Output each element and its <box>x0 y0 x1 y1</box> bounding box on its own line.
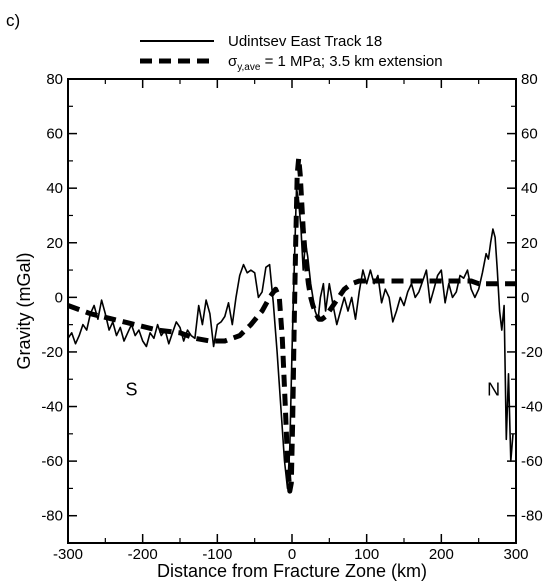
y-tick-label-right: -20 <box>521 344 543 361</box>
x-tick-label: 200 <box>429 546 454 563</box>
y-tick-label-right: -80 <box>521 508 543 525</box>
x-tick-label: 100 <box>354 546 379 563</box>
y-axis-title: Gravity (mGal) <box>14 253 34 370</box>
y-tick-label-right: -40 <box>521 399 543 416</box>
legend-label-solid: Udintsev East Track 18 <box>228 33 382 50</box>
panel-label: c) <box>6 11 20 30</box>
axis-tick-labels: -300 -200 -100 0 100 200 300-80-60-40-20020406… <box>41 71 542 563</box>
y-tick-label-left: 60 <box>46 126 63 143</box>
y-tick-label-right: 20 <box>521 235 538 252</box>
x-tick-label: 0 <box>288 546 296 563</box>
model-series-line <box>67 155 516 494</box>
annotation-label: N <box>487 380 500 400</box>
annotation-label: S <box>125 380 137 400</box>
series-layer <box>67 155 516 494</box>
y-tick-label-left: -60 <box>41 453 63 470</box>
y-tick-label-right: 80 <box>521 71 538 88</box>
y-tick-label-right: 40 <box>521 180 538 197</box>
y-tick-label-right: 0 <box>521 289 529 306</box>
x-tick-label: -200 <box>128 546 158 563</box>
axis-ticks <box>67 78 517 543</box>
legend-label-dashed: σy,ave = 1 MPa; 3.5 km extension <box>228 53 443 73</box>
y-tick-label-left: 40 <box>46 180 63 197</box>
x-tick-label: -100 <box>202 546 232 563</box>
y-tick-label-left: 20 <box>46 235 63 252</box>
y-tick-label-left: -40 <box>41 399 63 416</box>
y-tick-label-right: 60 <box>521 126 538 143</box>
y-tick-label-right: -60 <box>521 453 543 470</box>
x-tick-label: -300 <box>53 546 83 563</box>
legend: Udintsev East Track 18 σy,ave = 1 MPa; 3… <box>140 33 443 73</box>
y-tick-label-left: -80 <box>41 508 63 525</box>
y-tick-label-left: 80 <box>46 71 63 88</box>
x-axis-title: Distance from Fracture Zone (km) <box>157 561 427 581</box>
x-tick-label: 300 <box>503 546 528 563</box>
y-tick-label-left: -20 <box>41 344 63 361</box>
y-tick-label-left: 0 <box>55 289 63 306</box>
observed-series-line <box>67 187 514 490</box>
